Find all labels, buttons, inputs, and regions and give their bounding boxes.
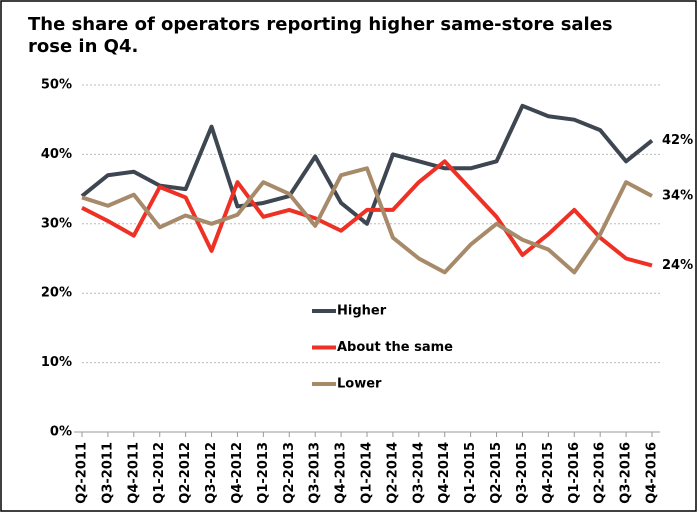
x-tick-label: Q1-2015 [463,442,478,504]
y-tick-label: 50% [41,78,72,93]
x-tick-label: Q2-2011 [75,442,90,504]
line-series [80,103,654,226]
title-box: The share of operators reporting higher … [28,14,613,57]
x-tick-label: Q4-2016 [645,442,660,504]
x-tick-label: Q2-2016 [593,442,608,504]
chart-title: The share of operators reporting higher … [28,14,613,57]
x-tick-label: Q4-2012 [230,442,245,504]
x-tick-label: Q2-2012 [178,442,193,504]
x-tick-label: Q3-2014 [411,442,426,504]
legend-label: Higher [337,304,387,319]
x-tick-label: Q3-2011 [100,442,115,504]
legend-label: About the same [337,340,453,355]
line-series [81,159,653,268]
y-tick-label: 0% [50,425,72,440]
y-tick-label: 20% [41,286,72,301]
x-tick-label: Q3-2016 [619,442,634,504]
x-tick-label: Q4-2014 [437,442,452,504]
x-tick-label: Q2-2014 [385,442,400,504]
legend-label: Lower [337,377,382,392]
line-series [81,166,653,275]
x-tick-label: Q2-2015 [489,442,504,504]
x-tick-label: Q2-2013 [282,442,297,504]
x-tick-label: Q3-2015 [515,442,530,504]
x-tick-label: Q1-2014 [360,442,375,504]
y-tick-label: 30% [41,216,72,231]
x-tick-label: Q1-2012 [152,442,167,504]
x-tick-label: Q3-2013 [308,442,323,504]
x-tick-label: Q4-2013 [334,442,349,504]
x-tick-label: Q3-2012 [204,442,219,504]
data-label: 42% [662,133,693,148]
y-tick-label: 40% [41,147,72,162]
data-label: 24% [662,258,693,273]
x-tick-label: Q1-2016 [567,442,582,504]
x-tick-label: Q1-2013 [256,442,271,504]
data-label: 34% [662,189,693,204]
x-tick-label: Q4-2011 [126,442,141,504]
y-tick-label: 10% [41,355,72,370]
x-tick-label: Q4-2015 [541,442,556,504]
